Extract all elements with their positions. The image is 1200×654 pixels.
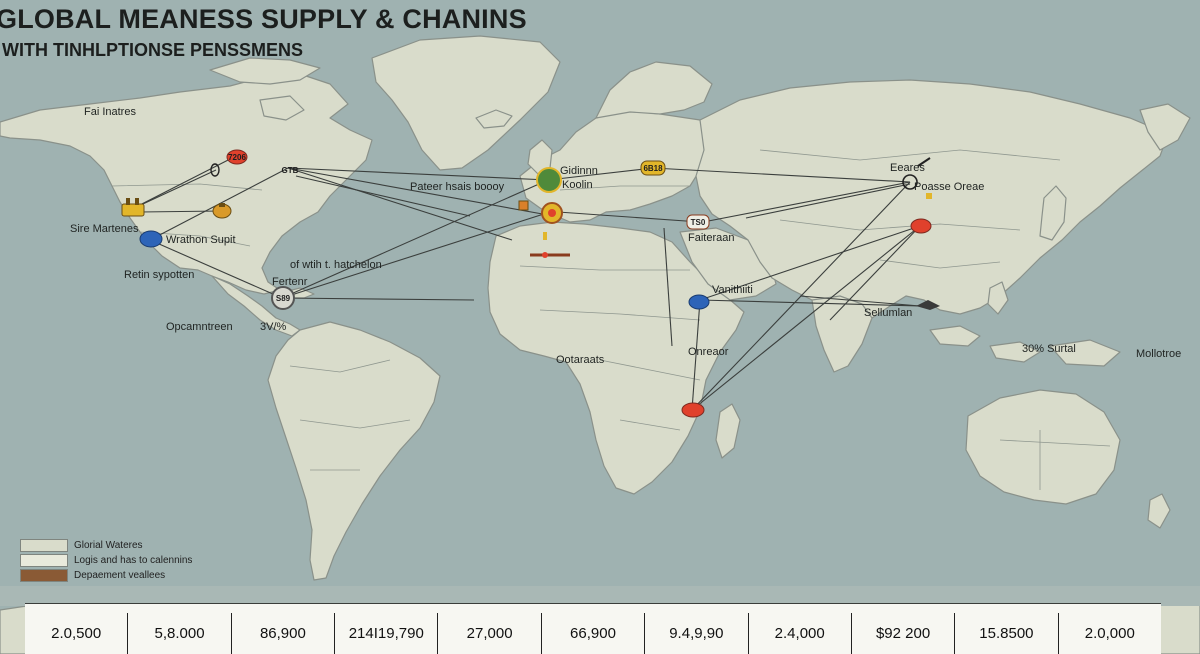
stat-cell: 66,900 [540,613,644,654]
label-west-coast: Sire Martenes [70,223,139,235]
africa [487,221,745,495]
legend-item: Depaement veallees [20,568,192,583]
label-africa-centre: Onreaor [688,346,729,358]
new-zealand [1147,493,1171,529]
hub-turkey-tag: 6B18 [643,164,663,173]
label-caribbean-note: of wtih t. hatchelon [290,259,382,271]
legend-item: Glorial Wateres [20,538,192,553]
hub-us-north-tag: 7206 [228,153,246,162]
place-labels: Fai Inatres Sire Martenes Wrathon Supit … [70,106,1181,366]
stat-cell: 2.4,000 [747,613,851,654]
stats-header [25,603,1161,614]
label-south-america: Opcamntreen [166,321,233,333]
legend-label: Glorial Wateres [74,540,143,551]
indonesia-2 [989,341,1041,363]
greenland [371,35,561,171]
label-atlantic-note: Pateer hsais boooy [410,181,505,193]
hub-caribbean-tag: S89 [276,294,291,303]
label-mexico: Retin sypotten [124,269,194,281]
asia [695,79,1169,325]
map-title: GLOBAL MEANESS SUPPLY & CHANINS [0,4,527,34]
supply-routes [129,155,921,411]
label-europe-sub: Koolin [562,179,593,191]
hub-north-africa-tool[interactable] [530,232,570,258]
hub-europe-green[interactable] [536,167,562,193]
indonesia-1 [929,325,981,347]
label-africa-west: Ootaraats [556,354,605,366]
label-south-america-pct: 3V/% [260,321,287,333]
legend: Glorial Wateres Logis and has to calenni… [20,538,192,583]
hubs: 7206 GTB S89 [121,149,940,418]
stat-cell: 214I19,790 [334,613,437,654]
bottom-band [0,586,1200,606]
legend-swatch [20,539,68,552]
hub-west-coast-factory[interactable] [121,198,145,217]
stat-cell: 86,900 [230,613,334,654]
label-southeast-asia: Sellumlan [864,307,912,319]
label-central-us: Wrathon Supit [166,234,236,246]
legend-item: Logis and has to calennins [20,553,192,568]
kamchatka [1139,103,1191,151]
arctic-islands [209,57,321,85]
label-africa-north: Faiteraan [688,232,734,244]
hub-iberia-box[interactable] [518,200,529,211]
stat-cell: 27,000 [437,613,540,654]
hub-southeast-asia[interactable] [916,300,940,310]
hub-central-asia[interactable] [902,157,931,190]
stat-cell: $92 200 [850,613,954,654]
legend-label: Logis and has to calennins [74,555,193,566]
scandinavia [595,61,713,119]
label-pacific-pct: 30% Surtal [1022,343,1076,355]
madagascar [715,403,741,459]
legend-swatch [20,569,68,582]
label-asia-north: Eeares [890,162,925,174]
hub-central-us[interactable] [212,203,232,219]
australia [965,389,1121,505]
iceland [475,109,513,129]
legend-swatch [20,554,68,567]
philippines [987,281,1009,315]
hub-west-coast-blue[interactable] [139,230,163,248]
label-north-america-top: Fai Inatres [84,106,136,118]
hub-china[interactable] [910,218,932,234]
stat-cell: 2.0,500 [51,625,102,642]
japan [1039,185,1067,241]
label-africa-east: Vanithiiti [712,284,753,296]
label-far-east: Mollotroe [1136,348,1181,360]
hub-asia-small[interactable] [926,193,932,199]
country-borders [111,149,1111,490]
stat-cell: 15.8500 [954,613,1057,654]
south-america [267,321,441,581]
hub-europe-yellow[interactable] [541,202,563,224]
europe [519,109,721,223]
map-subtitle: WITH TINHLPTIONSE PENSSMENS [2,40,304,60]
hub-middle-east[interactable]: TS0 [686,214,710,230]
stat-cell: 9.4,9,90 [644,613,747,654]
stat-cell: 5,8.000 [127,613,230,654]
hudson-island [259,95,305,121]
stat-cell: 2.0,000 [1057,613,1161,654]
label-europe-west: Gidinnn [560,165,598,177]
hub-turkey[interactable]: 6B18 [640,160,666,176]
hub-north-marker[interactable] [210,163,220,177]
label-asia-east: Poasse Oreae [914,181,984,193]
hub-canada-tag: GTB [282,166,299,175]
stats-bar: 2.0,500 5,8.000 86,900 214I19,790 27,000… [25,613,1161,654]
legend-label: Depaement veallees [74,570,166,581]
hub-us-north[interactable]: 7206 [226,149,248,165]
new-guinea [1049,339,1121,367]
hub-caribbean[interactable]: S89 [271,286,295,310]
hub-east-africa[interactable] [681,402,705,418]
label-caribbean-sub: Fertenr [272,276,308,288]
hub-middle-east-tag: TS0 [691,218,706,227]
hub-horn-africa[interactable] [688,294,710,310]
hub-canada[interactable]: GTB [282,166,299,175]
